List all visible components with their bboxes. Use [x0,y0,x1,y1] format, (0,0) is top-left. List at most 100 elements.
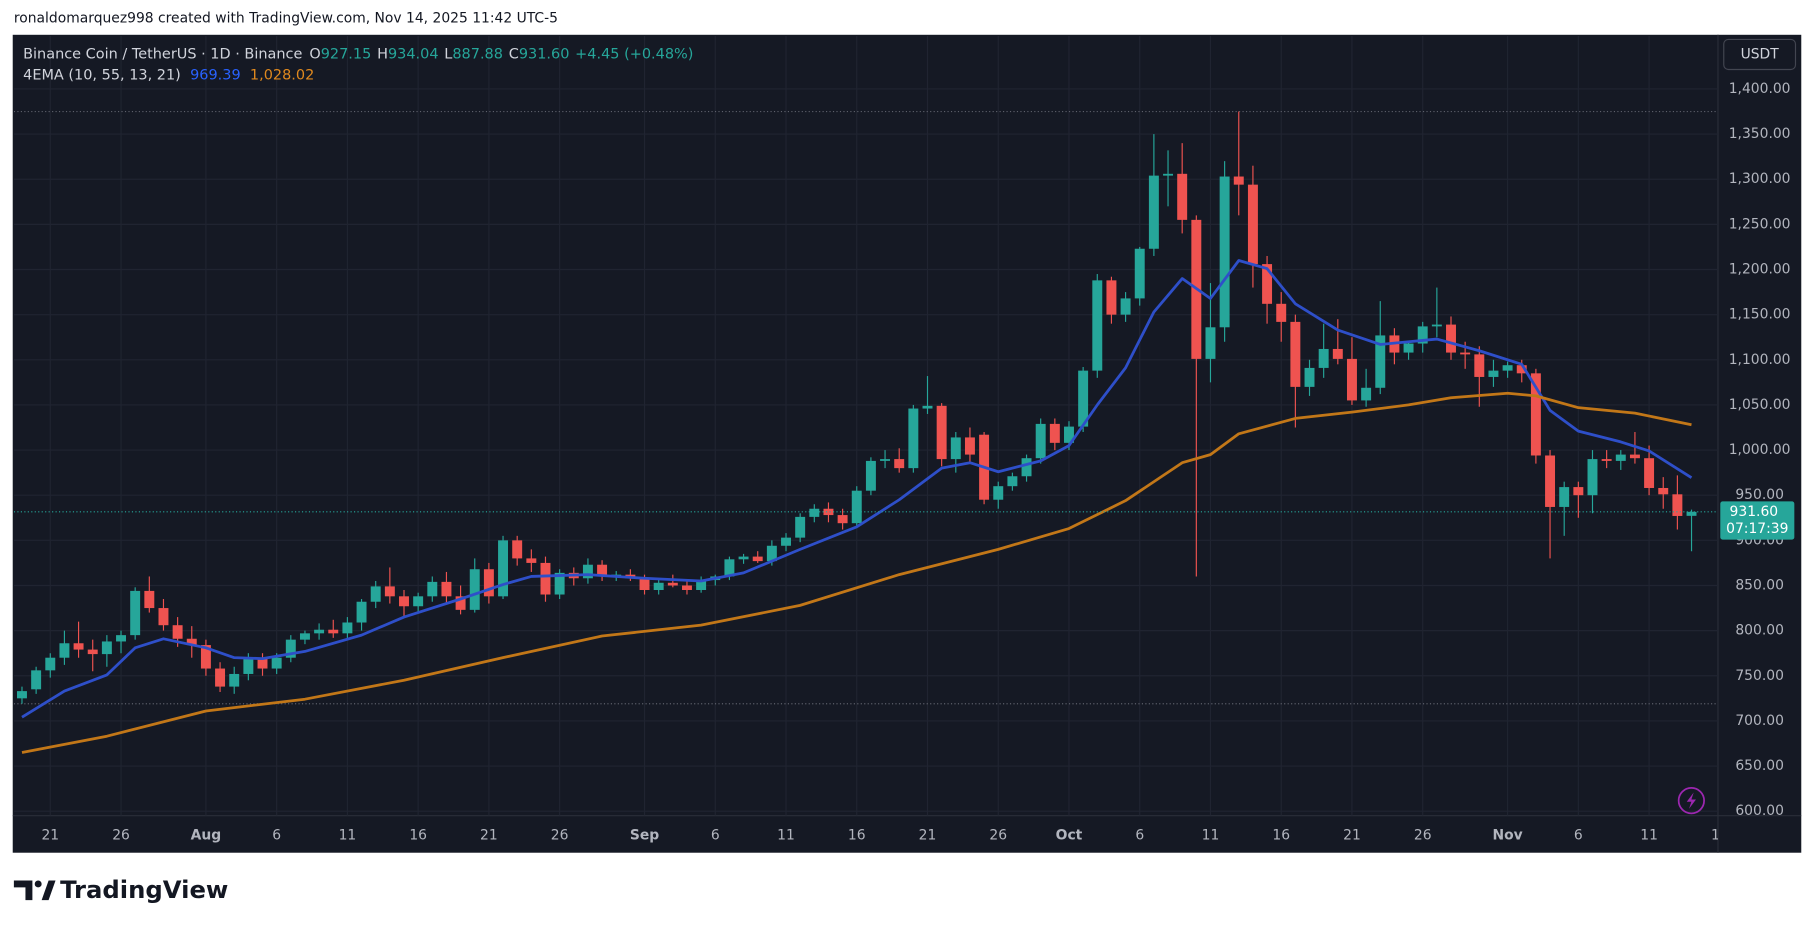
candle-body [1573,487,1584,496]
attribution: ronaldomarquez998 created with TradingVi… [14,11,558,27]
candle-body [880,459,891,461]
currency-button[interactable] [1723,38,1797,71]
candle-body [1332,348,1343,359]
candle-body [116,635,126,642]
candle-body [257,657,268,669]
x-tick-label: 21 [919,827,937,843]
candle-body [1460,352,1471,355]
candle-body [399,596,409,607]
candle-body [384,586,395,597]
candle-body [1049,423,1060,443]
y-tick-label: 1,300.00 [1729,171,1791,187]
candle-body [512,540,523,559]
candle-body [526,558,537,563]
candle-body [766,545,777,562]
ohlc-value: 887.88 [452,46,503,62]
price-tag [1720,501,1795,540]
candle-body [328,629,339,634]
candle-body [908,408,919,469]
candle-body [1134,248,1145,299]
y-tick-label: 1,400.00 [1729,81,1791,97]
symbol-title: Binance Coin / TetherUS · 1D · Binance [23,46,302,62]
x-tick-label: 26 [112,827,130,843]
ohlc-value: 931.60 [519,46,570,62]
candle-body [498,540,509,597]
x-tick-label: 26 [1414,827,1432,843]
candle-body [45,657,56,671]
logo-mark [41,880,56,901]
ohlc-value: 934.04 [388,46,439,62]
ohlc-letter: C [509,46,519,62]
y-tick-label: 750.00 [1735,668,1784,684]
ema-line [21,259,1693,719]
candle-body [1276,303,1287,322]
candle-body [554,572,565,595]
candle-body [1120,298,1131,315]
candle-body [865,460,876,491]
x-tick-label: Oct [1056,827,1083,843]
x-tick-label: Aug [191,827,222,843]
candle-body [1545,455,1556,507]
candle-body [1474,354,1485,377]
candle-body [1629,454,1640,459]
candle-body [582,564,593,579]
candle-body [1417,326,1428,344]
candle-body [285,639,296,658]
x-tick-label: Nov [1492,827,1522,843]
candle-body [1431,324,1442,327]
candle-body [370,586,381,602]
candle-body [356,601,367,623]
y-tick-label: 1,050.00 [1729,397,1791,413]
currency: USDT [1741,46,1780,62]
candle-body [229,673,240,687]
x-tick-label: 6 [1574,827,1583,843]
x-tick-label: 11 [777,827,795,843]
candle-body [1488,370,1499,377]
logo-dot [34,880,42,888]
y-tick-label: 700.00 [1735,713,1784,729]
candle-body [243,657,254,674]
candle-body [130,590,141,636]
candle-body [1092,280,1103,371]
candle-body [73,643,84,650]
x-tick-label: 11 [1202,827,1220,843]
countdown: 07:17:39 [1726,521,1788,537]
candle-body [1035,423,1046,459]
candle-body [455,596,466,610]
candle-body [738,556,749,560]
candle-body [1247,184,1258,265]
y-tick-label: 800.00 [1735,623,1784,639]
candle-body [1304,367,1315,387]
candle-body [653,582,664,591]
price-tag-label: 931.60 [1730,504,1779,520]
candle-body [781,537,791,546]
candle-body [1219,176,1230,328]
y-tick-label: 950.00 [1735,487,1784,503]
candle-body [1163,173,1174,176]
y-tick-label: 1,250.00 [1729,216,1791,232]
candle-body [17,691,27,699]
chart-panel [12,34,1802,853]
indicator-value: 969.39 [190,67,241,83]
candle-body [271,657,282,669]
x-tick-label: 16 [848,827,866,843]
x-tick-label: 26 [551,827,569,843]
y-tick-label: 1,350.00 [1729,126,1791,142]
x-tick-label: 6 [711,827,720,843]
alert-icon[interactable] [1677,787,1705,815]
change: +4.45 [575,46,619,62]
change-percent: (+0.48%) [624,46,693,62]
candle-body [936,405,947,460]
candle-body [31,670,42,690]
candle-body [1177,173,1188,220]
x-tick-label: 21 [1343,827,1361,843]
candle-body [1601,459,1612,461]
candle-body [950,437,961,460]
candle-body [215,668,226,687]
x-tick-label: 11 [1640,827,1658,843]
candle-body [1530,373,1541,456]
ohlc-value: 927.15 [321,46,372,62]
ema-line [21,391,1692,754]
x-tick-label: 16 [1272,827,1290,843]
